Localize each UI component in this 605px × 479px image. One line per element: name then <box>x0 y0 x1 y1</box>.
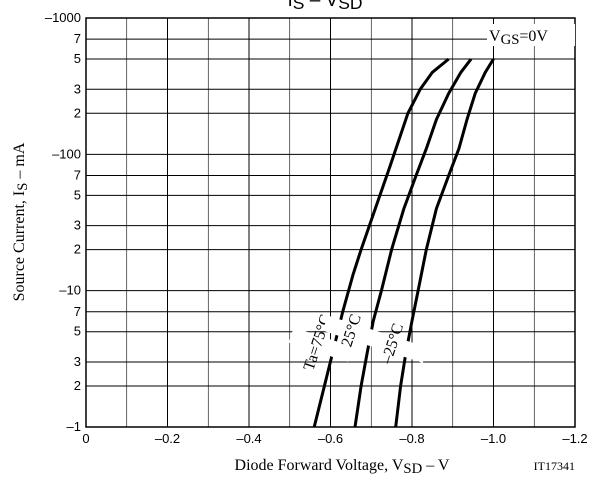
y-tick-label: 5 <box>74 51 81 66</box>
x-tick-labels: 0 –0.2 –0.4 –0.6 –0.8 –1.0 –1.2 <box>82 431 587 446</box>
x-axis-label: Diode Forward Voltage, VSD – V <box>235 457 450 477</box>
y-tick-label: 5 <box>74 187 81 202</box>
y-tick-label: 5 <box>74 324 81 339</box>
y-tick-labels: –1 2 3 5 7 –10 2 3 5 7 –100 2 3 5 7 –1000 <box>45 10 81 434</box>
curve-layer <box>312 57 495 428</box>
plot-frame <box>85 17 576 428</box>
y-tick-label: 2 <box>74 242 81 257</box>
y-tick-label: 7 <box>74 167 81 182</box>
y-tick-label: 7 <box>74 304 81 319</box>
y-tick-label: 2 <box>74 105 81 120</box>
x-tick-label: –1.2 <box>562 431 587 446</box>
y-tick-label: –10 <box>59 283 81 298</box>
y-axis-label: Source Current, IS – mA <box>11 142 31 301</box>
y-tick-label: –1000 <box>45 10 81 25</box>
y-tick-label: –100 <box>52 146 81 161</box>
x-tick-label: –0.4 <box>236 431 261 446</box>
y-tick-label: 7 <box>74 31 81 46</box>
x-tick-label: –0.8 <box>399 431 424 446</box>
y-tick-label: 2 <box>74 378 81 393</box>
chart-title: IS – VSD <box>287 0 362 13</box>
y-tick-label: 3 <box>74 354 81 369</box>
x-tick-label: –0.2 <box>155 431 180 446</box>
figure-code: IT17341 <box>534 459 575 473</box>
y-tick-label: –1 <box>67 419 81 434</box>
y-tick-label: 3 <box>74 218 81 233</box>
condition-label: VGS=0V <box>489 28 548 48</box>
series-line-2 <box>394 58 495 428</box>
condition-label-bg <box>487 24 575 46</box>
curve-label-bg <box>363 328 428 363</box>
x-tick-label: –1.0 <box>481 431 506 446</box>
x-tick-label: –0.6 <box>318 431 343 446</box>
curve-label-bg <box>288 327 353 362</box>
y-tick-label: 3 <box>74 81 81 96</box>
series-line-1 <box>353 58 473 428</box>
x-tick-label: 0 <box>82 431 89 446</box>
